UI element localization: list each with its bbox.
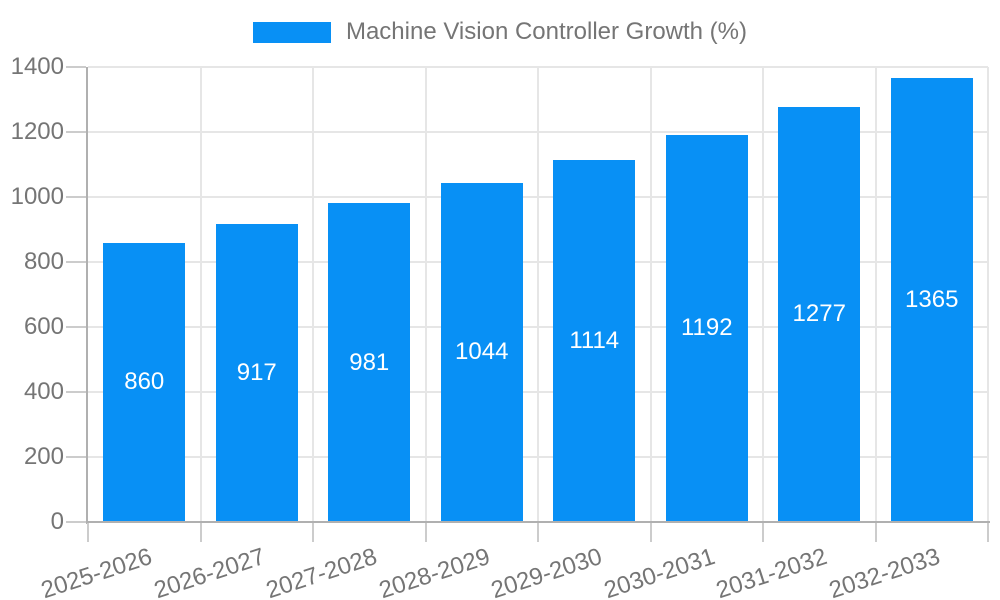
- bar[interactable]: 981: [328, 203, 411, 522]
- x-tick-mark: [87, 523, 89, 542]
- bar[interactable]: 1277: [778, 106, 861, 522]
- y-tick-label: 1200: [10, 118, 64, 145]
- x-tick-mark: [312, 523, 314, 542]
- y-tick-mark: [66, 261, 86, 263]
- bar-value-label: 1192: [680, 314, 733, 342]
- v-gridline: [874, 67, 877, 522]
- y-tick-label: 800: [23, 248, 64, 275]
- y-tick-mark: [66, 131, 86, 133]
- v-gridline: [199, 67, 202, 522]
- v-gridline: [649, 67, 652, 522]
- bar-value-label: 917: [236, 358, 277, 386]
- y-tick-mark: [66, 326, 86, 328]
- legend-label: Machine Vision Controller Growth (%): [345, 18, 748, 45]
- y-tick-label: 200: [23, 443, 64, 470]
- bar[interactable]: 1114: [553, 159, 636, 522]
- v-gridline: [424, 67, 427, 522]
- v-gridline: [987, 67, 989, 522]
- x-tick-mark: [874, 523, 877, 542]
- y-axis-line: [86, 67, 88, 524]
- bar-value-label: 1277: [792, 300, 846, 328]
- x-axis-line: [86, 521, 990, 523]
- bar-value-label: 1365: [905, 286, 959, 314]
- x-tick-mark: [987, 523, 989, 542]
- y-tick-mark: [66, 196, 86, 198]
- x-tick-mark: [537, 523, 539, 542]
- bar[interactable]: 1192: [665, 134, 748, 522]
- bar-value-label: 1114: [569, 326, 620, 354]
- y-tick-label: 1000: [10, 183, 64, 210]
- v-gridline: [537, 67, 539, 522]
- y-tick-mark: [66, 66, 86, 68]
- x-tick-mark: [649, 523, 652, 542]
- bar-value-label: 860: [124, 368, 165, 396]
- y-tick-label: 600: [23, 313, 64, 340]
- x-tick-mark: [424, 523, 427, 542]
- y-tick-label: 400: [23, 378, 64, 405]
- x-tick-mark: [762, 523, 764, 542]
- y-tick-label: 0: [50, 508, 64, 535]
- bar-value-label: 981: [349, 348, 390, 376]
- plot-area: 860 917 981 1044 1114 1192 1277 1365: [88, 66, 989, 522]
- y-tick-label: 1400: [10, 53, 64, 80]
- y-tick-mark: [66, 391, 86, 393]
- bar-value-label: 1044: [455, 338, 509, 366]
- bar[interactable]: 1044: [440, 182, 523, 522]
- legend[interactable]: Machine Vision Controller Growth (%): [0, 18, 1000, 46]
- bar[interactable]: 917: [215, 223, 298, 522]
- bar[interactable]: 1365: [890, 78, 973, 522]
- legend-swatch-icon: [252, 21, 331, 43]
- y-tick-mark: [66, 521, 86, 523]
- x-tick-mark: [199, 523, 202, 542]
- y-tick-mark: [66, 456, 86, 458]
- v-gridline: [762, 67, 764, 522]
- bar[interactable]: 860: [103, 242, 186, 522]
- v-gridline: [312, 67, 314, 522]
